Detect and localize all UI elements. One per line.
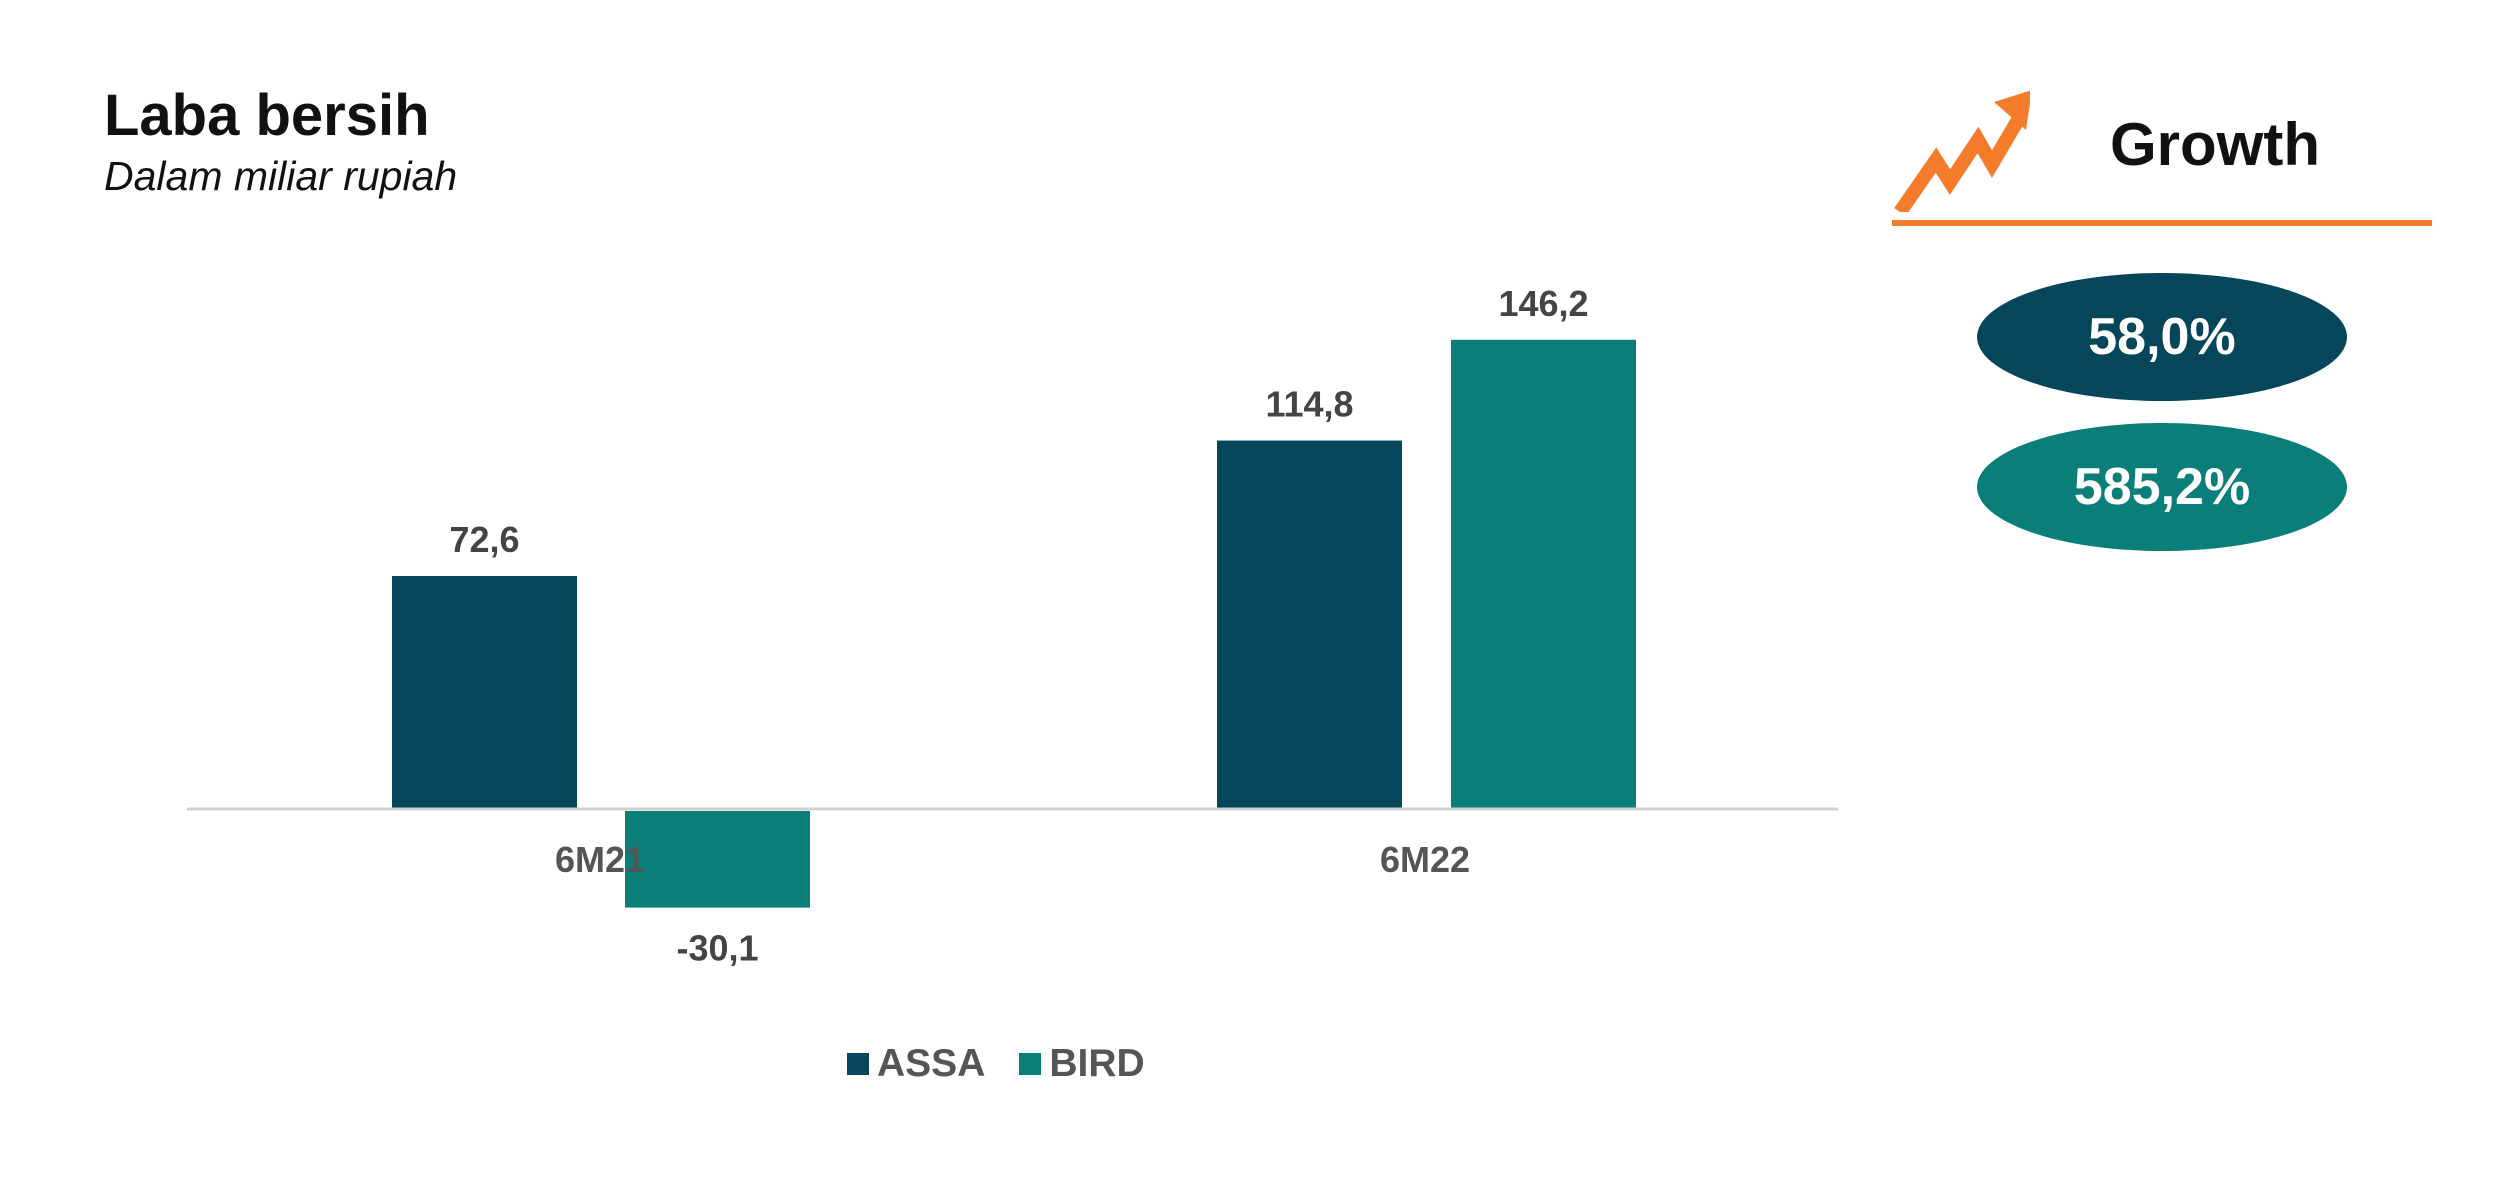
growth-panel: Growth 58,0% 585,2% bbox=[1880, 60, 2440, 560]
data-label-assa-6m21: 72,6 bbox=[449, 519, 519, 560]
x-tick-label-6m22: 6M22 bbox=[1380, 839, 1470, 880]
data-label-bird-6m21: -30,1 bbox=[676, 928, 758, 969]
chart-title: Laba bersih bbox=[104, 83, 430, 148]
x-tick-label-6m21: 6M21 bbox=[555, 839, 645, 880]
data-label-assa-6m22: 114,8 bbox=[1265, 384, 1353, 425]
chart-legend: ASSA BIRD bbox=[847, 1042, 1179, 1086]
legend-swatch-bird bbox=[1019, 1053, 1042, 1075]
legend-item-bird: BIRD bbox=[1019, 1042, 1145, 1086]
growth-value-bird: 585,2% bbox=[1977, 423, 2347, 551]
chart-subtitle: Dalam miliar rupiah bbox=[104, 153, 458, 199]
bar-assa-6m21 bbox=[392, 576, 577, 809]
growth-value-assa: 58,0% bbox=[1977, 273, 2347, 401]
bar-bird-6m21 bbox=[625, 811, 810, 908]
bar-assa-6m22 bbox=[1217, 440, 1402, 809]
bar-chart: 72,6 114,8 -30,1 146,2 6M21 6M22 bbox=[187, 283, 1838, 969]
bar-bird-6m22 bbox=[1451, 339, 1636, 809]
legend-item-assa: ASSA bbox=[847, 1042, 985, 1086]
legend-label-assa: ASSA bbox=[877, 1042, 986, 1085]
data-label-bird-6m22: 146,2 bbox=[1498, 283, 1588, 324]
legend-swatch-assa bbox=[847, 1053, 869, 1075]
growth-title: Growth bbox=[2110, 111, 2320, 178]
legend-label-bird: BIRD bbox=[1049, 1042, 1145, 1085]
growth-divider bbox=[1892, 220, 2432, 226]
trend-up-arrow-icon bbox=[1894, 90, 2030, 212]
